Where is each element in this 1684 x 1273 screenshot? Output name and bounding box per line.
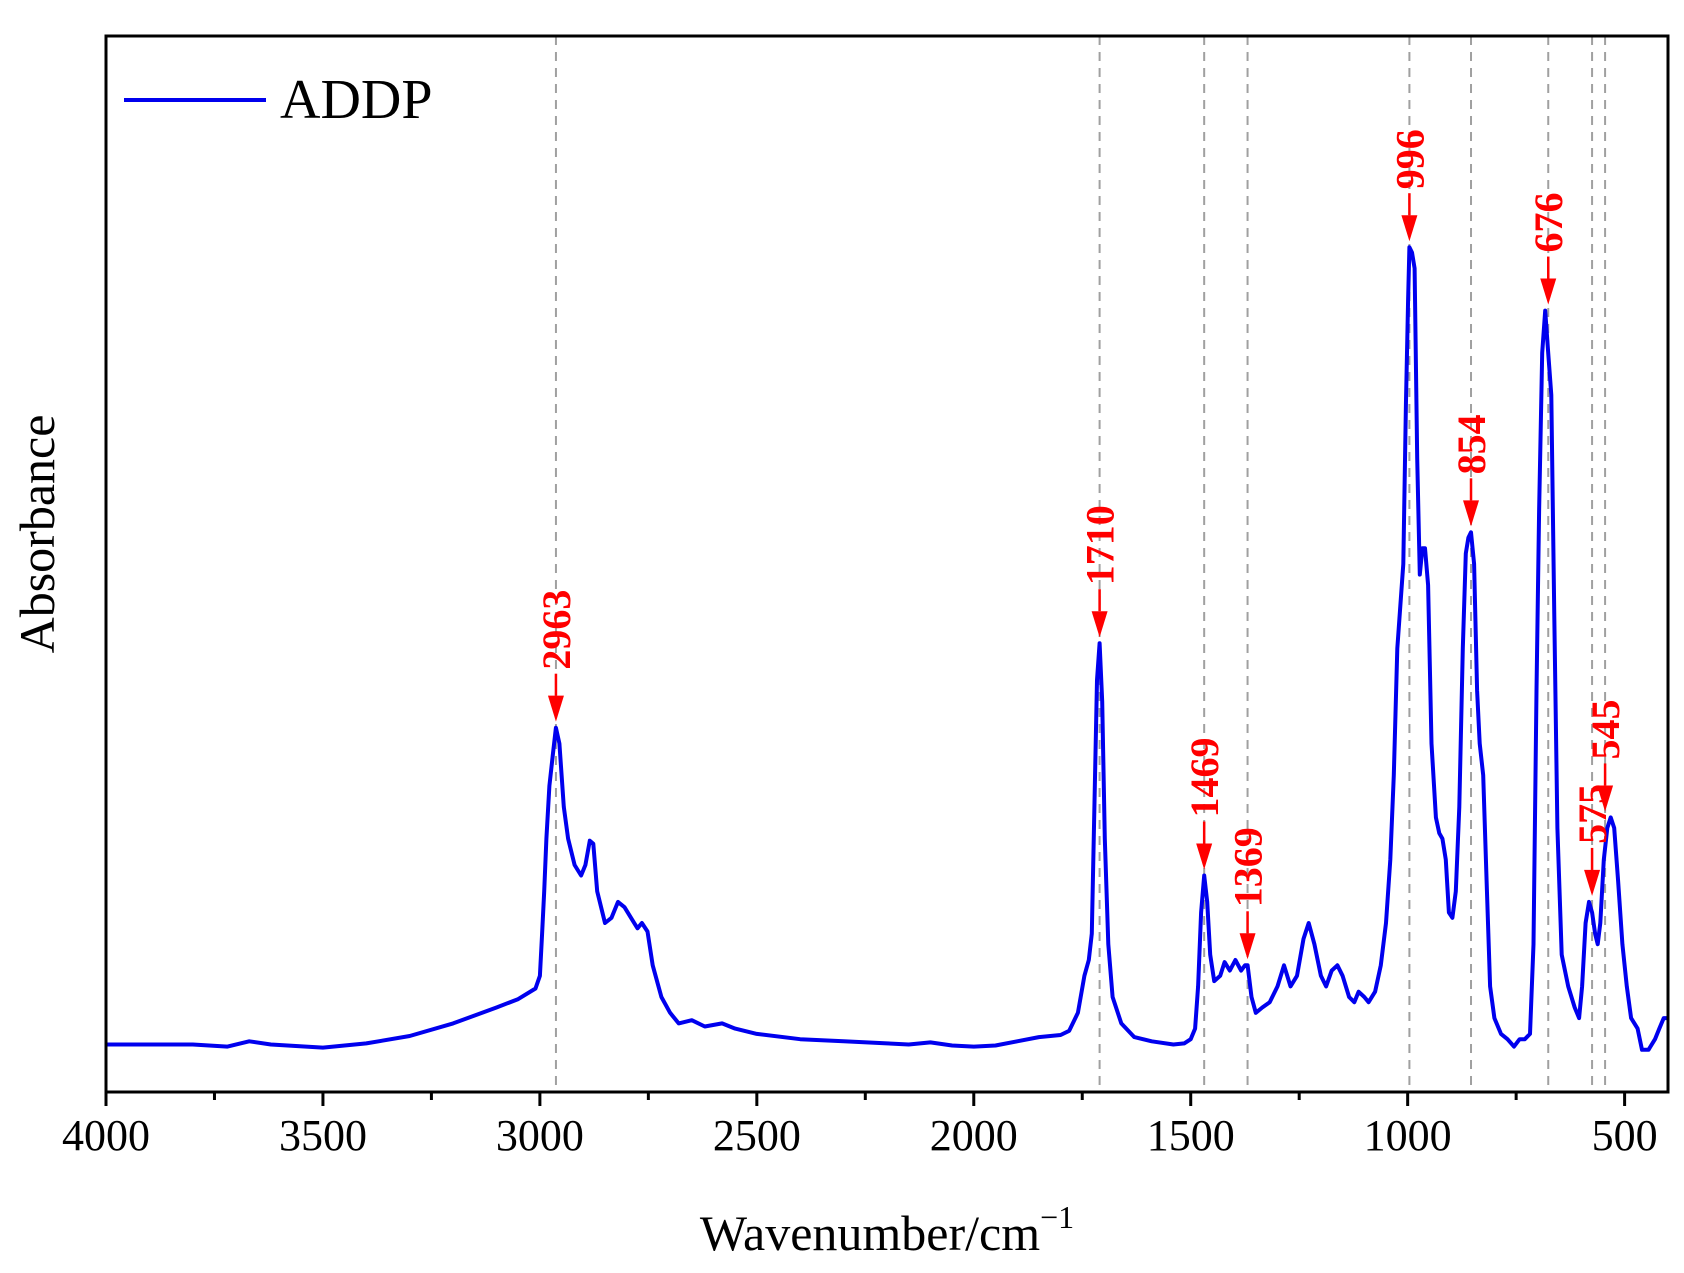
- x-tick-label-2500: 2500: [713, 1111, 801, 1160]
- annotation-label-1710: 1710: [1078, 505, 1123, 585]
- annotation-arrow-head-1369: [1239, 933, 1256, 960]
- annotation-arrow-head-1710: [1091, 611, 1108, 638]
- legend: ADDP: [124, 69, 432, 131]
- x-tick-label-1000: 1000: [1364, 1111, 1452, 1160]
- x-tick-label-4000: 4000: [62, 1111, 150, 1160]
- x-tick-label-500: 500: [1592, 1111, 1658, 1160]
- plot-frame: [104, 34, 1670, 1094]
- x-tick-label-1500: 1500: [1147, 1111, 1235, 1160]
- annotation-arrow-head-996: [1401, 215, 1418, 242]
- annotation-arrow-head-1469: [1196, 843, 1213, 870]
- annotation-label-676: 676: [1526, 193, 1571, 253]
- annotation-label-1469: 1469: [1182, 738, 1227, 818]
- annotation-label-1369: 1369: [1226, 827, 1271, 907]
- x-axis-title: Wavenumber/cm−1: [700, 1199, 1074, 1261]
- x-tick-label-3000: 3000: [496, 1111, 584, 1160]
- annotation-arrow-head-545: [1597, 785, 1614, 812]
- series-line-addp: [106, 245, 1668, 1052]
- x-axis-tick-labels: 4000 3500 3000 2500 2000 1500 1000 500: [62, 1111, 1658, 1160]
- x-tick-label-2000: 2000: [930, 1111, 1018, 1160]
- x-axis-ticks: [104, 1092, 1627, 1106]
- x-tick-label-3500: 3500: [279, 1111, 367, 1160]
- annotation-label-854: 854: [1449, 414, 1494, 474]
- annotation-arrow-head-575: [1584, 869, 1601, 896]
- annotation-label-545: 545: [1583, 699, 1628, 759]
- y-axis-title: Absorbance: [9, 415, 65, 654]
- annotation-arrow-head-2963: [547, 695, 564, 722]
- annotation-arrow-head-676: [1540, 278, 1557, 305]
- legend-label-addp: ADDP: [280, 69, 432, 131]
- annotation-arrow-head-854: [1463, 500, 1480, 527]
- annotation-label-996: 996: [1387, 129, 1432, 189]
- annotation-label-2963: 2963: [534, 590, 579, 670]
